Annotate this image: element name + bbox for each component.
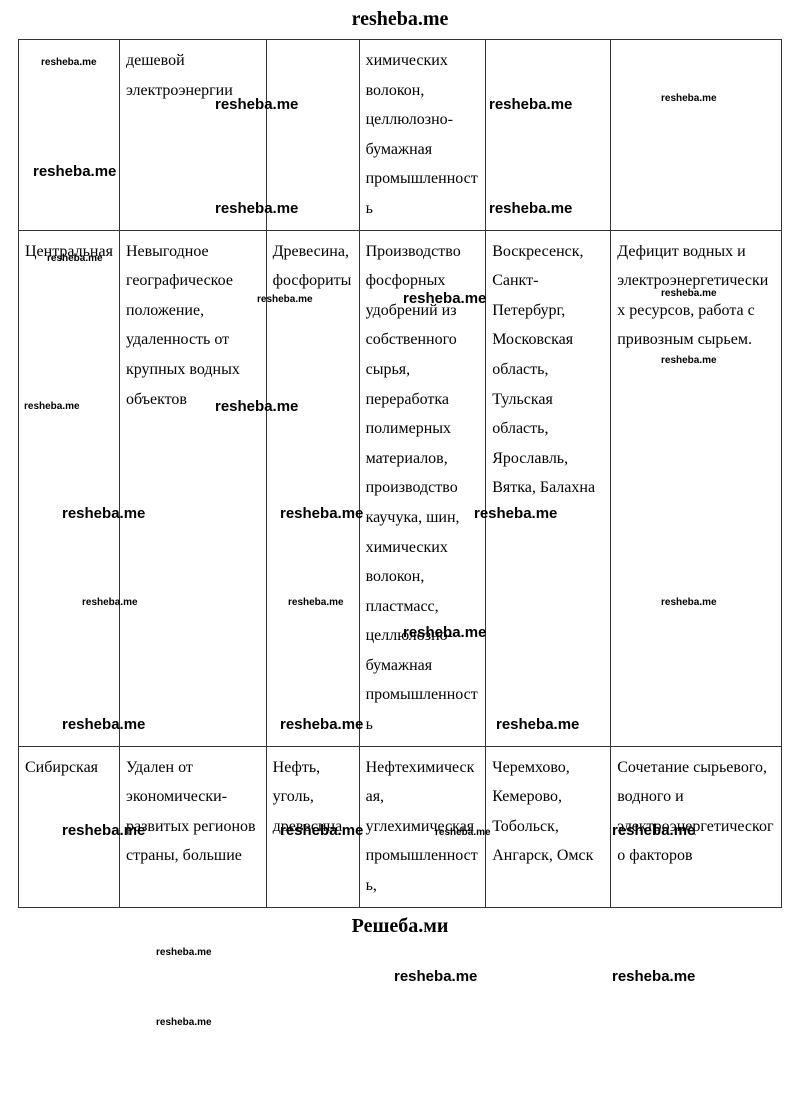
page-header-title: resheba.me xyxy=(0,0,800,39)
table-cell: Нефтехимическая, углехимическая промышле… xyxy=(359,746,486,907)
table-row: дешевой электроэнергии химических волокон… xyxy=(19,40,782,231)
watermark-text: resheba.me xyxy=(156,947,212,958)
table-cell: химических волокон, целлюлозно-бумажная … xyxy=(359,40,486,231)
table-cell: Сочетание сырьевого, водного и электроэн… xyxy=(611,746,782,907)
table-cell: Воскресенск, Санкт-Петербург, Московская… xyxy=(486,230,611,746)
watermark-text: resheba.me xyxy=(612,968,695,985)
table-cell xyxy=(266,40,359,231)
table-cell xyxy=(611,40,782,231)
table-cell: Дефицит водных и электроэнергетических р… xyxy=(611,230,782,746)
table-cell: Черемхово, Кемерово, Тобольск, Ангарск, … xyxy=(486,746,611,907)
table-cell: Центральная xyxy=(19,230,120,746)
table-cell: Невыгодное географическое положение, уда… xyxy=(119,230,266,746)
table-cell: Производство фосфорных удобрений из собс… xyxy=(359,230,486,746)
watermark-text: resheba.me xyxy=(156,1017,212,1028)
table-cell: дешевой электроэнергии xyxy=(119,40,266,231)
table-cell: Древесина, фосфориты xyxy=(266,230,359,746)
table-cell: Удален от экономически-развитых регионов… xyxy=(119,746,266,907)
data-table: дешевой электроэнергии химических волокон… xyxy=(18,39,782,908)
table-cell: Сибирская xyxy=(19,746,120,907)
table-cell: Нефть, уголь, древесина xyxy=(266,746,359,907)
page-footer-title: Решеба.ми xyxy=(0,908,800,945)
table-cell xyxy=(486,40,611,231)
table-cell xyxy=(19,40,120,231)
table-container: дешевой электроэнергии химических волокон… xyxy=(0,39,800,908)
table-row: ЦентральнаяНевыгодное географическое пол… xyxy=(19,230,782,746)
watermark-text: resheba.me xyxy=(394,968,477,985)
table-row: СибирскаяУдален от экономически-развитых… xyxy=(19,746,782,907)
